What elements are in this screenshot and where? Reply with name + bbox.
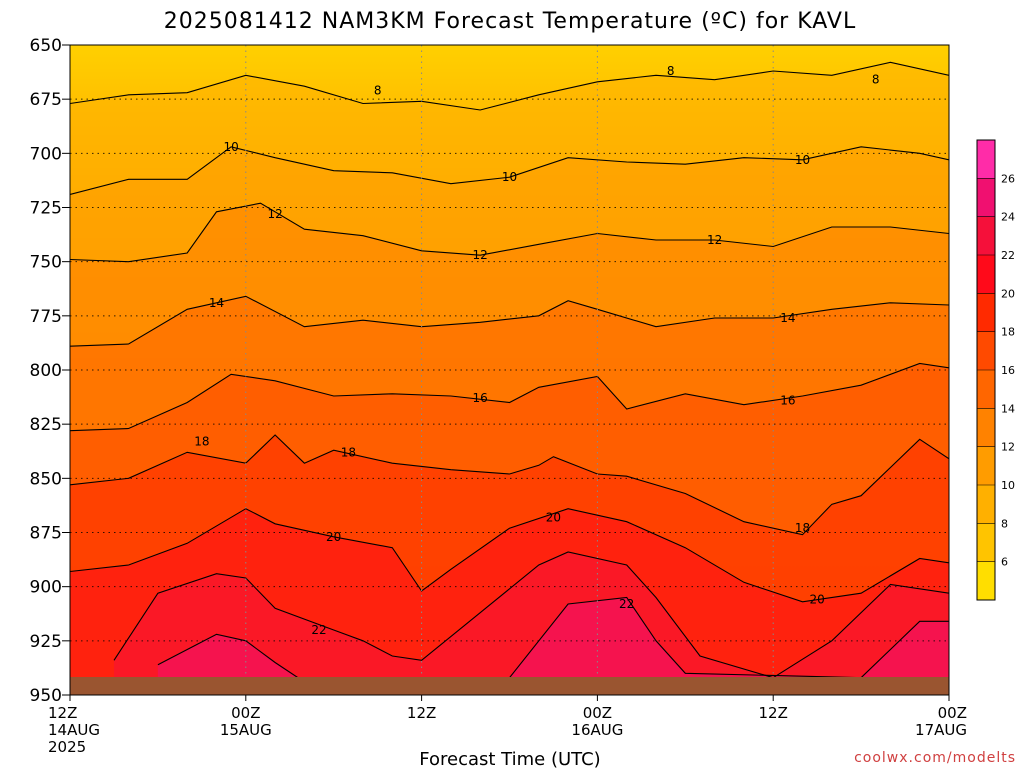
isotherm-label: 14	[209, 296, 224, 310]
colorbar-tick-label: 16	[1001, 364, 1015, 377]
isotherm-label: 18	[795, 521, 810, 535]
colorbar-tick-label: 6	[1001, 556, 1008, 569]
x-tick-label: 00Z	[231, 704, 260, 722]
terrain-ground	[70, 677, 949, 695]
y-tick-label: 950	[30, 686, 62, 706]
isotherm-label: 8	[667, 64, 675, 78]
colorbar: 6 8 10 12 14 16 18 20 22 24 26	[976, 139, 1015, 601]
colorbar-segment	[977, 370, 995, 409]
y-tick-label: 875	[30, 524, 62, 544]
isotherm-label: 18	[341, 445, 356, 459]
colorbar-segment	[977, 331, 995, 370]
isotherm-label: 8	[872, 73, 880, 87]
y-tick-label: 675	[30, 90, 62, 110]
isotherm-label: 10	[224, 140, 239, 154]
isotherm-20c	[70, 508, 949, 603]
isotherm-label: 16	[473, 391, 488, 405]
isotherm-label: 14	[780, 311, 795, 325]
isotherm-label: 20	[810, 593, 825, 607]
x-tick-label: 12Z	[48, 704, 77, 722]
isotherm-label: 20	[546, 510, 561, 524]
y-tick-label: 725	[30, 199, 62, 219]
isotherm-label: 8	[374, 84, 382, 98]
colorbar-tick-label: 24	[1001, 211, 1015, 224]
colorbar-tick-label: 14	[1001, 402, 1015, 415]
x-tick-label: 12Z	[407, 704, 436, 722]
colorbar-segment	[977, 293, 995, 332]
colorbar-segment	[977, 255, 995, 294]
grid-lines	[70, 45, 949, 695]
isotherm-labels: 8 8 8 10 10 10 12 12 12 14 14 16 16 18 18 18 20 20 20 22 22	[194, 64, 879, 637]
x-axis-label: Forecast Time (UTC)	[419, 749, 600, 768]
x-tick-label: 2025	[48, 738, 86, 756]
isotherm-label: 16	[780, 393, 795, 407]
x-tick-label: 00Z	[938, 704, 967, 722]
colorbar-segment	[977, 485, 995, 524]
colorbar-tick-label: 20	[1001, 287, 1015, 300]
isotherm-12c	[70, 202, 949, 263]
isotherm-18c	[70, 434, 949, 536]
colorbar-segment	[977, 408, 995, 447]
isotherm-label: 10	[795, 153, 810, 167]
y-axis: 650 675 700 725 750 775 800 825 850 875 900 925 950	[30, 36, 70, 706]
isotherm-10c	[70, 146, 949, 196]
colorbar-segment	[977, 216, 995, 255]
colorbar-tick-label: 12	[1001, 441, 1015, 454]
colorbar-tick-label: 18	[1001, 326, 1015, 339]
isotherm-label: 20	[326, 530, 341, 544]
x-tick-label: 17AUG	[915, 721, 967, 739]
band-22c	[114, 552, 949, 695]
colorbar-segment	[977, 178, 995, 217]
x-tick-label: 16AUG	[571, 721, 623, 739]
y-tick-label: 900	[30, 578, 62, 598]
x-tick-label: 14AUG	[48, 721, 100, 739]
isotherm-8c	[70, 61, 949, 111]
isotherm-label: 22	[619, 597, 634, 611]
x-tick-label: 00Z	[583, 704, 612, 722]
y-tick-label: 650	[30, 36, 62, 56]
colorbar-segment	[977, 140, 995, 179]
plot-area	[70, 45, 949, 695]
isotherm-label: 22	[311, 623, 326, 637]
colorbar-tick-label: 8	[1001, 517, 1008, 530]
y-tick-label: 825	[30, 415, 62, 435]
colorbar-tick-label: 26	[1001, 172, 1015, 185]
isotherm-label: 12	[267, 207, 282, 221]
isotherm-16c	[70, 362, 949, 432]
y-tick-label: 775	[30, 307, 62, 327]
colorbar-tick-label: 10	[1001, 479, 1015, 492]
y-tick-label: 700	[30, 144, 62, 164]
colorbar-segment	[977, 446, 995, 485]
colorbar-tick-label: 22	[1001, 249, 1015, 262]
y-tick-label: 850	[30, 469, 62, 489]
colorbar-segment	[977, 561, 995, 600]
y-tick-label: 800	[30, 361, 62, 381]
y-tick-label: 750	[30, 253, 62, 273]
credit-text: coolwx.com/modelts	[854, 750, 1016, 766]
isotherm-label: 12	[473, 248, 488, 262]
isotherm-label: 18	[194, 435, 209, 449]
band-24c	[157, 597, 949, 695]
colorbar-segment	[977, 523, 995, 562]
isotherm-label: 10	[502, 170, 517, 184]
temperature-bands	[70, 62, 949, 695]
chart-title: 2025081412 NAM3KM Forecast Temperature (…	[164, 9, 856, 34]
x-tick-label: 15AUG	[220, 721, 272, 739]
isotherm-label: 12	[707, 233, 722, 247]
y-tick-label: 925	[30, 632, 62, 652]
x-tick-label: 12Z	[759, 704, 788, 722]
